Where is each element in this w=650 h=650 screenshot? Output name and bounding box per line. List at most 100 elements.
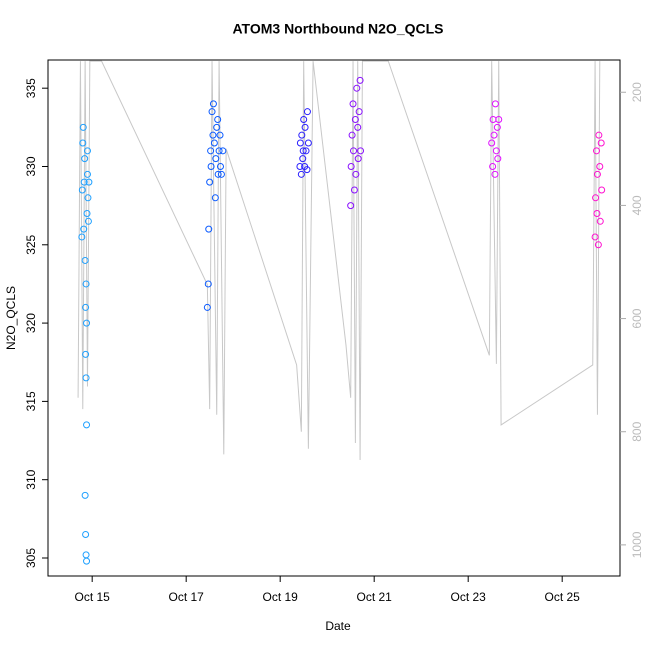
point: [83, 209, 91, 217]
point: [209, 100, 217, 108]
y-tick-label: 305: [24, 548, 38, 568]
point: [214, 170, 222, 178]
y-tick-label: 310: [24, 469, 38, 489]
plot-frame: [47, 59, 621, 577]
x-axis-label: Date: [325, 619, 351, 633]
point: [82, 350, 90, 358]
point: [82, 551, 90, 559]
plot-area: [77, 60, 606, 565]
point: [596, 217, 604, 225]
point: [348, 131, 356, 139]
point: [298, 131, 306, 139]
point: [79, 139, 87, 147]
point: [78, 233, 86, 241]
point: [82, 374, 90, 382]
point: [203, 303, 211, 311]
point: [593, 170, 601, 178]
point: [79, 123, 87, 131]
point: [351, 116, 359, 124]
point: [83, 421, 91, 429]
point: [494, 155, 502, 163]
point: [597, 139, 605, 147]
point: [82, 531, 90, 539]
point: [83, 147, 91, 155]
point: [208, 108, 216, 116]
point: [80, 225, 88, 233]
point: [296, 162, 304, 170]
point: [206, 178, 214, 186]
line: [77, 60, 601, 461]
x-tick-label: Oct 19: [263, 590, 299, 604]
y-axis-label: N2O_QCLS: [4, 286, 18, 350]
point: [207, 147, 215, 155]
point: [78, 186, 86, 194]
y-tick-label: 335: [24, 78, 38, 98]
point: [593, 209, 601, 217]
point: [355, 108, 363, 116]
point: [84, 194, 92, 202]
point: [299, 155, 307, 163]
y-tick-label: 315: [24, 391, 38, 411]
point: [350, 186, 358, 194]
point: [83, 557, 91, 565]
chart-title: ATOM3 Northbound N2O_QCLS: [232, 21, 443, 37]
point: [209, 131, 217, 139]
point: [491, 100, 499, 108]
point: [591, 233, 599, 241]
point: [205, 225, 213, 233]
point: [357, 147, 365, 155]
point: [299, 147, 307, 155]
y-tick-label: 330: [24, 156, 38, 176]
point: [303, 108, 311, 116]
point: [350, 147, 358, 155]
point: [80, 178, 88, 186]
point: [85, 178, 93, 186]
point: [214, 116, 222, 124]
point: [493, 123, 501, 131]
point: [212, 155, 220, 163]
point: [598, 186, 606, 194]
point: [592, 147, 600, 155]
x-tick-label: Oct 17: [169, 590, 205, 604]
point: [211, 194, 219, 202]
point: [354, 155, 362, 163]
point: [302, 147, 310, 155]
point: [491, 170, 499, 178]
point: [215, 147, 223, 155]
y2-tick-label: 400: [630, 195, 644, 215]
point: [488, 139, 496, 147]
point: [303, 166, 311, 174]
point: [207, 162, 215, 170]
point: [204, 280, 212, 288]
point: [217, 170, 225, 178]
point: [495, 116, 503, 124]
y2-tick-label: 1000: [630, 531, 644, 558]
point: [353, 84, 361, 92]
y2-tick-label: 200: [630, 82, 644, 102]
y-tick-label: 325: [24, 234, 38, 254]
point: [83, 319, 91, 327]
point: [219, 147, 227, 155]
point: [356, 76, 364, 84]
point: [81, 256, 89, 264]
point: [489, 162, 497, 170]
point: [595, 131, 603, 139]
point: [300, 116, 308, 124]
point: [216, 162, 224, 170]
point: [82, 280, 90, 288]
x-tick-label: Oct 25: [545, 590, 581, 604]
point: [347, 162, 355, 170]
point: [216, 131, 224, 139]
point: [592, 194, 600, 202]
point: [490, 131, 498, 139]
point: [352, 170, 360, 178]
y2-tick-label: 800: [630, 421, 644, 441]
y-tick-label: 320: [24, 313, 38, 333]
point: [304, 139, 312, 147]
x-tick-label: Oct 15: [75, 590, 111, 604]
point: [84, 217, 92, 225]
point: [83, 170, 91, 178]
x-tick-label: Oct 23: [451, 590, 487, 604]
point: [210, 139, 218, 147]
